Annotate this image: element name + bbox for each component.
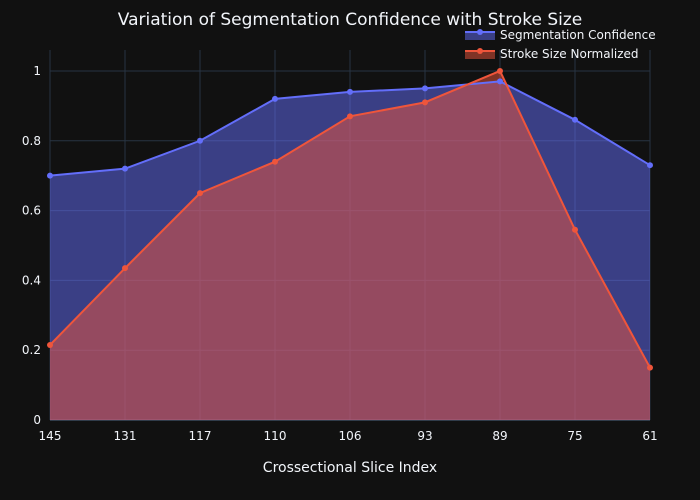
legend-label: Segmentation Confidence (500, 28, 656, 42)
area-layer (50, 70, 650, 421)
x-tick-label: 106 (339, 429, 362, 443)
y-tick-label: 0 (33, 413, 41, 427)
data-point-stroke-size-normalized[interactable] (647, 364, 653, 371)
tick-layer: 145 131 117 110 106 93 89 75 61 0 0.2 0.4 0.6 0.8 1 (22, 64, 658, 443)
legend-swatch (465, 32, 495, 40)
data-point-stroke-size-normalized[interactable] (272, 158, 278, 165)
legend-marker (477, 48, 483, 54)
data-point-stroke-size-normalized[interactable] (197, 190, 203, 197)
y-tick-label: 1 (33, 64, 41, 78)
x-tick-label: 117 (189, 429, 212, 443)
legend-swatch (465, 51, 495, 59)
data-point-stroke-size-normalized[interactable] (497, 67, 503, 74)
x-tick-label: 145 (39, 429, 62, 443)
x-tick-label: 75 (567, 429, 582, 443)
chart-title: Variation of Segmentation Confidence wit… (118, 10, 582, 30)
data-point-segmentation-confidence[interactable] (572, 116, 578, 123)
data-point-stroke-size-normalized[interactable] (347, 113, 353, 120)
legend-label: Stroke Size Normalized (500, 47, 639, 61)
data-point-stroke-size-normalized[interactable] (422, 99, 428, 106)
data-point-segmentation-confidence[interactable] (422, 85, 428, 92)
data-point-segmentation-confidence[interactable] (122, 165, 128, 172)
x-tick-label: 89 (492, 429, 507, 443)
data-point-segmentation-confidence[interactable] (197, 137, 203, 144)
y-tick-label: 0.2 (22, 343, 41, 357)
legend-item-segmentation-confidence[interactable]: Segmentation Confidence (465, 28, 656, 42)
data-point-segmentation-confidence[interactable] (272, 95, 278, 102)
data-point-segmentation-confidence[interactable] (47, 172, 53, 179)
area-fill-stroke-size-normalized (50, 70, 650, 421)
y-tick-label: 0.8 (22, 134, 41, 148)
y-tick-label: 0.6 (22, 204, 41, 218)
x-tick-label: 93 (417, 429, 432, 443)
legend-marker (477, 29, 483, 35)
data-point-segmentation-confidence[interactable] (647, 162, 653, 169)
data-point-stroke-size-normalized[interactable] (572, 226, 578, 233)
legend[interactable]: Segmentation Confidence Stroke Size Norma… (465, 28, 656, 61)
y-tick-label: 0.4 (22, 273, 41, 287)
x-tick-label: 131 (114, 429, 137, 443)
legend-item-stroke-size-normalized[interactable]: Stroke Size Normalized (465, 47, 639, 61)
x-axis-title: Crossectional Slice Index (263, 460, 437, 476)
marker-layer (47, 67, 653, 371)
data-point-segmentation-confidence[interactable] (347, 88, 353, 95)
data-point-stroke-size-normalized[interactable] (122, 265, 128, 272)
data-point-stroke-size-normalized[interactable] (47, 341, 53, 348)
data-point-segmentation-confidence[interactable] (497, 78, 503, 85)
x-tick-label: 61 (642, 429, 657, 443)
x-tick-label: 110 (264, 429, 287, 443)
